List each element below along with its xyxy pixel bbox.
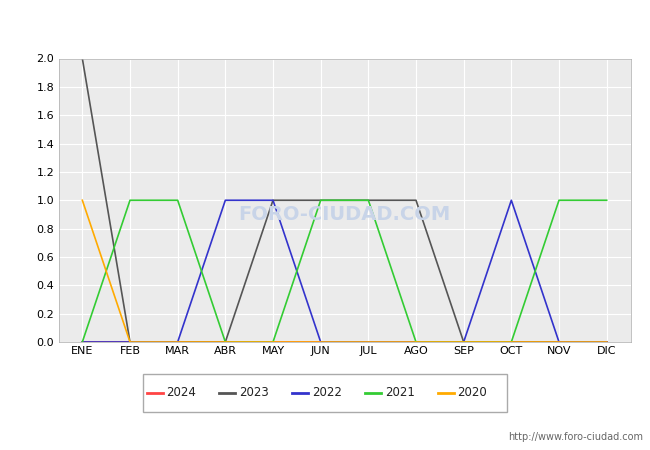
Text: 2022: 2022 <box>312 386 342 399</box>
FancyBboxPatch shape <box>143 374 507 412</box>
Text: Matriculaciones de Vehiculos en Toses: Matriculaciones de Vehiculos en Toses <box>166 8 484 26</box>
Text: http://www.foro-ciudad.com: http://www.foro-ciudad.com <box>508 432 644 441</box>
Text: 2024: 2024 <box>166 386 196 399</box>
Text: 2020: 2020 <box>458 386 488 399</box>
Text: 2021: 2021 <box>385 386 415 399</box>
Text: FORO-CIUDAD.COM: FORO-CIUDAD.COM <box>239 205 450 224</box>
Text: 2023: 2023 <box>239 386 269 399</box>
